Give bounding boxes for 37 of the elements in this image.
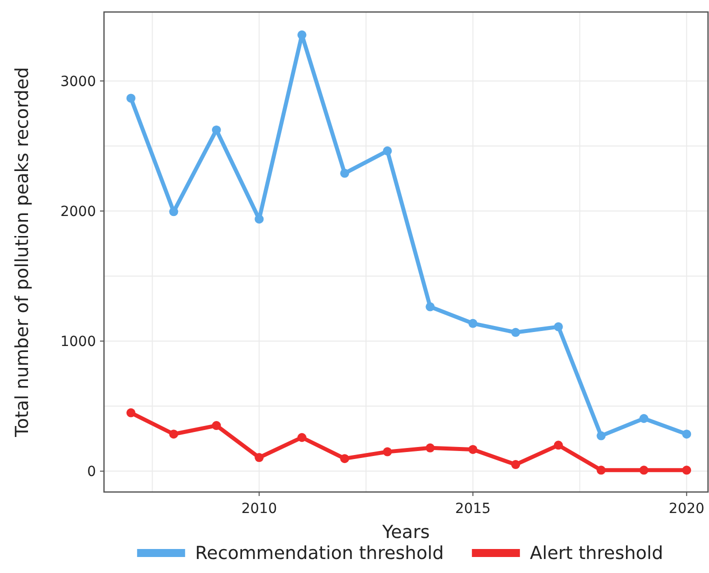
point bbox=[554, 322, 563, 332]
y-tick-label: 0 bbox=[87, 464, 96, 480]
point bbox=[126, 408, 136, 418]
legend-label: Recommendation threshold bbox=[195, 543, 444, 564]
point bbox=[169, 430, 178, 439]
point bbox=[382, 146, 392, 156]
point bbox=[426, 443, 435, 452]
point bbox=[468, 318, 478, 328]
point bbox=[511, 460, 520, 470]
point bbox=[511, 328, 520, 337]
point bbox=[254, 453, 264, 462]
point bbox=[596, 431, 606, 440]
point bbox=[382, 447, 392, 456]
y-tick-label: 1000 bbox=[60, 334, 96, 350]
point bbox=[554, 440, 563, 450]
x-tick-label: 2015 bbox=[455, 501, 491, 517]
point bbox=[682, 466, 692, 475]
x-axis-title: Years bbox=[381, 522, 430, 543]
legend-label: Alert threshold bbox=[530, 543, 664, 564]
point bbox=[126, 94, 136, 103]
y-tick-label: 3000 bbox=[60, 74, 96, 90]
point bbox=[212, 421, 221, 430]
point bbox=[297, 432, 306, 442]
point bbox=[639, 414, 648, 424]
point bbox=[596, 466, 606, 475]
point bbox=[254, 214, 264, 224]
x-tick-label: 2010 bbox=[241, 501, 277, 517]
y-axis-title: Total number of pollution peaks recorded bbox=[12, 67, 33, 438]
point bbox=[340, 454, 350, 464]
point bbox=[468, 444, 478, 454]
point bbox=[639, 466, 648, 475]
point bbox=[682, 430, 692, 439]
point bbox=[426, 302, 435, 312]
x-tick-label: 2020 bbox=[668, 501, 704, 517]
point bbox=[297, 30, 306, 40]
y-tick-label: 2000 bbox=[60, 204, 96, 220]
point bbox=[340, 168, 350, 178]
